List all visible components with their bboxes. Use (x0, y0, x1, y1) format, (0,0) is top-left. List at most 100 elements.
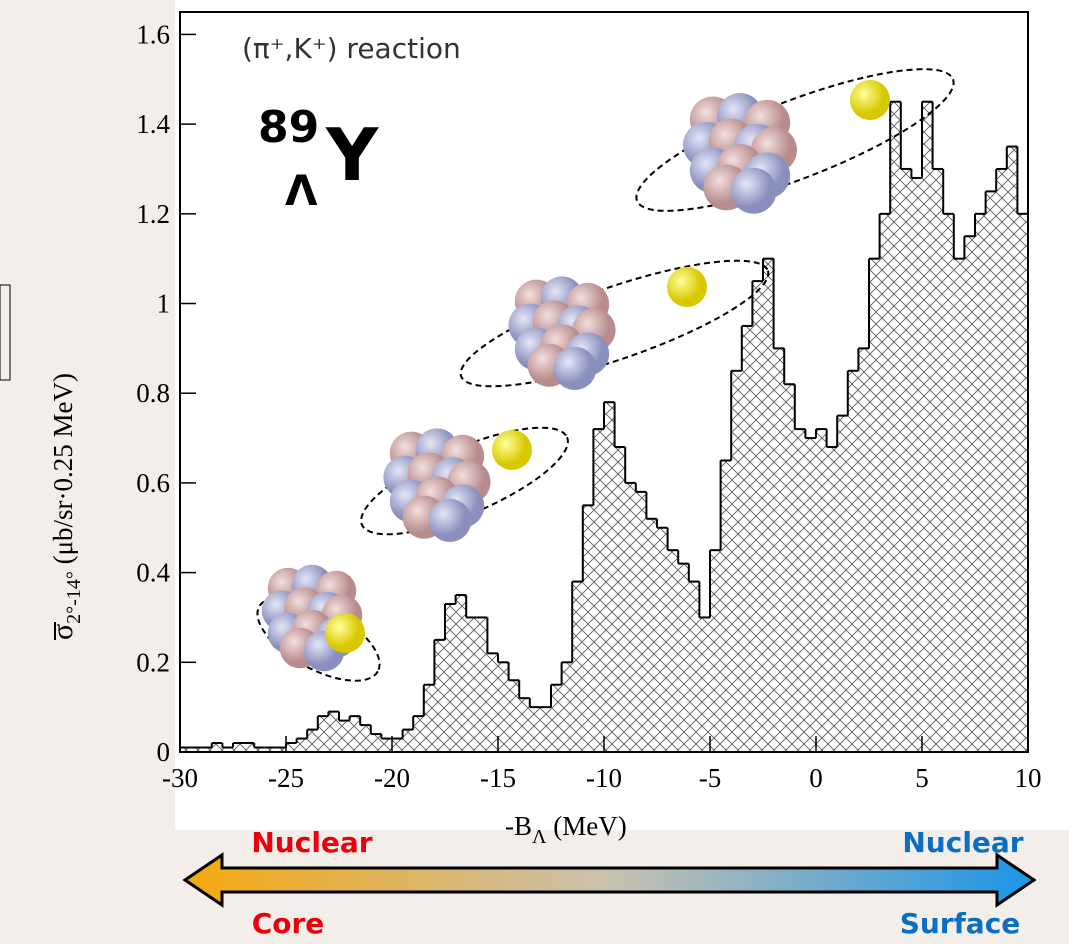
bar (286, 743, 297, 752)
bar (487, 653, 498, 752)
bar (1017, 213, 1028, 752)
bar (614, 447, 626, 752)
bar (805, 438, 816, 752)
bar (964, 236, 975, 752)
bar (264, 747, 276, 752)
bar (498, 662, 509, 752)
bar (328, 711, 339, 752)
bar (657, 527, 668, 752)
bar (180, 747, 191, 752)
hyperon (492, 430, 532, 470)
x-tick-label: 10 (1015, 763, 1042, 793)
bar (752, 281, 763, 752)
y-tick-label: 1.4 (136, 109, 170, 139)
x-label-sub: Λ (532, 826, 547, 848)
x-axis-label: -BΛ (MeV) (505, 811, 627, 848)
bar (678, 563, 689, 752)
nucleon (428, 498, 472, 542)
x-tick-label: -5 (699, 763, 722, 793)
bar (561, 662, 573, 752)
y-tick-label: 0.8 (136, 378, 170, 408)
bar (392, 738, 403, 752)
nucleus-illustration (635, 68, 955, 214)
arrow-label: Surface (900, 907, 1021, 940)
bar (476, 617, 488, 752)
bar (763, 258, 774, 752)
bar (953, 258, 965, 752)
bar (275, 747, 286, 752)
bar (890, 101, 901, 753)
bar (413, 716, 424, 752)
hyperon (667, 267, 707, 307)
bar (254, 747, 265, 752)
arrow-label: Nuclear (251, 826, 372, 859)
nucleus-illustration (459, 259, 770, 390)
nucleon (730, 167, 777, 214)
orbit (256, 596, 381, 682)
nucleus-hyperon: Λ (285, 166, 318, 215)
nucleus-symbol: Y (325, 113, 379, 197)
y-axis-label: σ2°-14° (μb/sr·0.25 MeV) (46, 373, 85, 640)
hyperon (850, 80, 890, 120)
x-label-units: (MeV) (547, 811, 627, 841)
bar (720, 460, 732, 752)
bar (731, 370, 742, 752)
bar (381, 738, 392, 752)
bar (922, 101, 933, 753)
bar (879, 213, 891, 752)
bar (900, 168, 912, 752)
x-tick-label: -30 (162, 763, 198, 793)
y-tick-label: 0.4 (136, 558, 170, 588)
bar (582, 505, 594, 752)
bar (911, 177, 922, 752)
bar (784, 384, 795, 752)
arrow-label: Nuclear (902, 826, 1023, 859)
y-label-sub: 2°-14° (63, 571, 85, 624)
x-tick-label: 5 (915, 763, 929, 793)
gradient-arrow (182, 852, 1037, 908)
x-label-symbol: -B (505, 811, 532, 841)
bar (519, 698, 530, 752)
bar (869, 258, 880, 752)
bar (635, 491, 647, 752)
bar (710, 550, 721, 752)
bar (190, 747, 202, 752)
nucleon (553, 346, 597, 390)
bar (349, 716, 361, 752)
bar (837, 415, 848, 752)
bar (604, 402, 615, 752)
bar (975, 213, 986, 752)
x-tick-label: -25 (268, 763, 304, 793)
nucleus-mass: 89 (258, 102, 319, 153)
bar (996, 168, 1007, 752)
bar (551, 684, 562, 752)
bar (360, 725, 371, 752)
bar (466, 617, 477, 752)
nucleus-illustration (256, 564, 381, 682)
bar (667, 550, 679, 752)
bar (434, 639, 445, 752)
y-tick-label: 1.2 (136, 199, 170, 229)
bar (529, 707, 541, 752)
bar (741, 325, 753, 752)
bar (370, 734, 382, 752)
bar (540, 707, 551, 752)
bar (794, 429, 806, 752)
bar (688, 581, 700, 752)
x-tick-label: -20 (374, 763, 410, 793)
y-tick-label: 0.2 (136, 647, 170, 677)
bar (307, 729, 318, 752)
bar (1006, 146, 1018, 752)
bar (847, 370, 859, 752)
bar (445, 604, 456, 752)
bar (858, 348, 869, 752)
y-tick-label: 1 (157, 289, 171, 319)
bar (402, 729, 414, 752)
bar (773, 348, 785, 752)
bar (646, 518, 657, 752)
bar (985, 191, 997, 753)
chart-title: (π⁺,K⁺) reaction (242, 32, 461, 65)
fragment-box (0, 284, 11, 381)
bar (572, 581, 583, 752)
